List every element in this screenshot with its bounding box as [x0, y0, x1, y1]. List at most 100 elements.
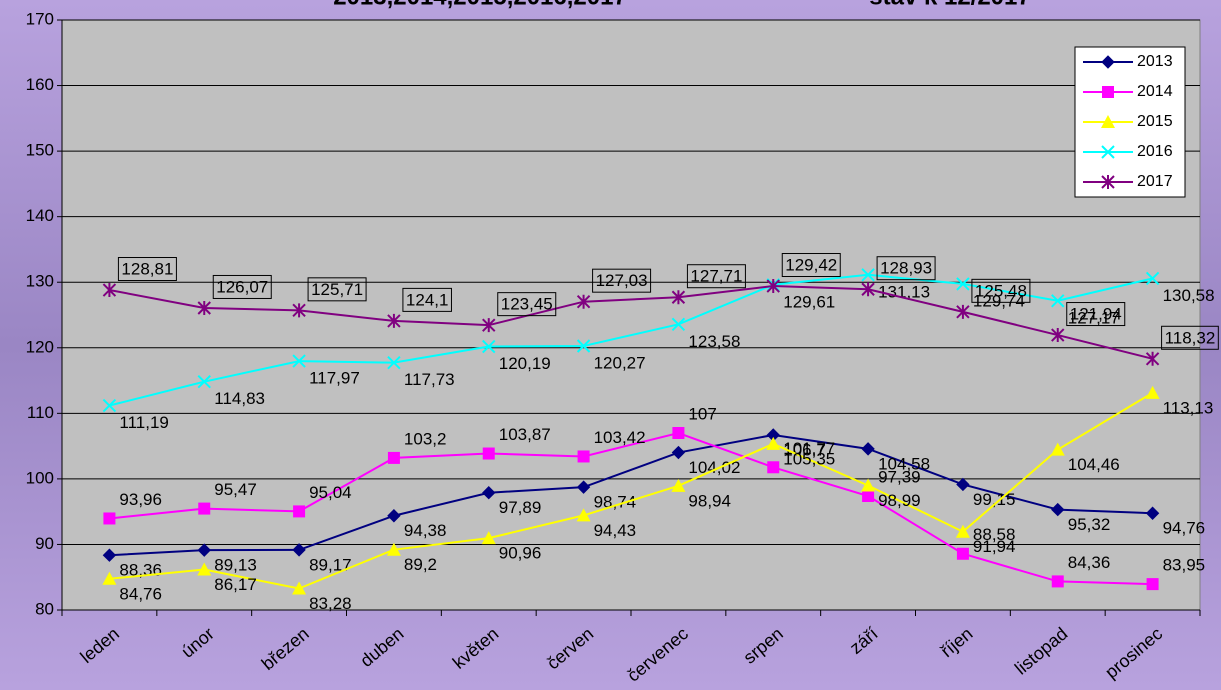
marker — [102, 398, 117, 413]
data-label: 89,2 — [404, 555, 437, 574]
marker — [292, 354, 306, 368]
marker — [1051, 502, 1065, 517]
marker — [576, 508, 591, 522]
marker — [1101, 55, 1115, 69]
marker — [1146, 578, 1159, 591]
label-box — [592, 268, 652, 293]
data-label: 104,46 — [1068, 455, 1120, 474]
marker — [1051, 294, 1065, 308]
data-label: 127,71 — [690, 267, 742, 286]
y-tick-label: 90 — [35, 534, 54, 553]
data-label: 89,13 — [214, 556, 257, 575]
data-label: 98,99 — [878, 491, 921, 510]
label-box — [1161, 325, 1219, 350]
marker — [1050, 442, 1065, 456]
marker — [197, 300, 211, 315]
marker — [767, 461, 780, 474]
data-label: 93,96 — [119, 490, 162, 509]
y-tick-label: 160 — [26, 75, 54, 94]
y-tick-label: 110 — [27, 403, 54, 422]
marker — [576, 294, 591, 309]
marker — [576, 339, 591, 353]
series: 84,76 86,17 83,28 89,2 90,96 94,43 98,94 105,35… — [102, 385, 1214, 613]
line — [109, 285, 1153, 360]
legend-label: 2014 — [1137, 83, 1173, 100]
legend-label: 2017 — [1137, 173, 1173, 190]
y-tick-label: 150 — [26, 141, 54, 160]
data-label: 97,39 — [878, 467, 921, 486]
y-tick-label: 170 — [26, 9, 54, 28]
label-box — [876, 256, 936, 281]
data-label: 88,58 — [973, 525, 1016, 544]
data-label: 121,94 — [1070, 305, 1122, 324]
marker — [1145, 506, 1160, 520]
marker — [481, 531, 496, 545]
data-label: 124,1 — [406, 290, 449, 309]
y-tick-label: 80 — [35, 599, 54, 618]
marker — [387, 355, 401, 370]
data-label: 123,58 — [688, 332, 740, 351]
data-label: 129,74 — [973, 291, 1025, 310]
line — [109, 431, 1153, 586]
data-label: 95,47 — [214, 480, 257, 499]
y-tick-label: 120 — [26, 337, 54, 356]
marker — [292, 303, 306, 318]
data-label: 129,42 — [785, 256, 837, 275]
data-label: 128,81 — [121, 260, 173, 279]
label-box — [212, 274, 272, 299]
marker — [102, 548, 117, 562]
marker — [1101, 115, 1115, 128]
data-label: 107 — [688, 404, 716, 423]
marker — [671, 290, 686, 305]
legend-label: 2013 — [1137, 53, 1173, 70]
data-label: 128,93 — [880, 259, 932, 278]
data-label: 118,32 — [1165, 328, 1216, 347]
label-box — [117, 257, 177, 282]
data-label: 104,58 — [878, 454, 930, 473]
marker — [576, 480, 591, 494]
plot-area — [61, 19, 1201, 611]
marker — [102, 283, 117, 298]
marker — [861, 268, 875, 282]
data-label: 123,45 — [501, 295, 553, 314]
marker — [861, 282, 875, 297]
chart-subtitle: stav k 12/2017 — [869, 0, 1030, 10]
data-label: 94,38 — [404, 521, 447, 540]
data-label: 98,74 — [594, 493, 637, 512]
marker — [671, 317, 686, 332]
data-label: 83,95 — [1163, 556, 1206, 575]
data-label: 131,13 — [878, 282, 930, 301]
data-label: 117,73 — [404, 370, 455, 389]
data-label: 94,43 — [594, 521, 637, 540]
marker — [766, 279, 780, 294]
line — [109, 391, 1154, 590]
data-label: 117,97 — [309, 369, 360, 388]
label-box — [971, 278, 1031, 303]
data-label: 106,7 — [783, 440, 826, 459]
label-box — [686, 264, 746, 289]
data-label: 126,07 — [216, 277, 268, 296]
data-label: 104,02 — [688, 458, 740, 477]
marker — [293, 505, 306, 518]
data-label: 84,36 — [1068, 553, 1111, 572]
data-label: 113,13 — [1163, 398, 1214, 417]
data-label: 103,2 — [404, 429, 447, 448]
label-box — [402, 287, 452, 312]
marker — [1145, 351, 1160, 366]
marker — [861, 442, 875, 456]
data-label: 105,35 — [783, 449, 835, 468]
legend-label: 2015 — [1137, 113, 1173, 130]
data-label: 95,32 — [1068, 515, 1111, 534]
marker — [1101, 175, 1115, 189]
data-label: 86,17 — [214, 575, 257, 594]
marker — [672, 427, 685, 439]
y-tick-label: 140 — [26, 206, 54, 225]
marker — [1051, 328, 1065, 343]
chart-title: 2013,2014,2015,2016,2017 — [333, 0, 627, 10]
marker — [197, 543, 211, 557]
data-label: 91,94 — [973, 537, 1016, 556]
marker — [102, 571, 117, 585]
series: 128,81 126,07 125,71 124,1 123,45 127,03 127,7… — [102, 253, 1219, 366]
marker — [955, 524, 970, 538]
